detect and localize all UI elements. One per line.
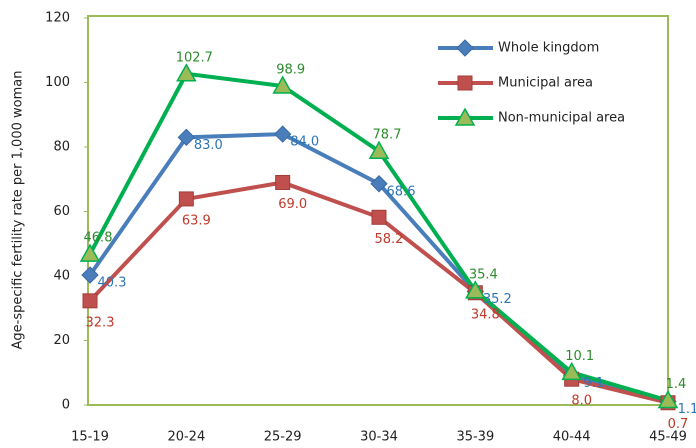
data-label: 98.9 xyxy=(276,63,305,78)
data-label: 35.4 xyxy=(469,267,498,282)
data-label: 83.0 xyxy=(194,138,223,153)
data-label: 78.7 xyxy=(373,128,402,143)
y-tick-label: 40 xyxy=(53,269,70,284)
marker xyxy=(83,294,97,308)
y-tick-label: 100 xyxy=(45,75,70,90)
data-label: 35.2 xyxy=(483,292,512,307)
data-label: 10.1 xyxy=(565,349,594,364)
data-label: 0.7 xyxy=(668,417,689,432)
legend-label: Whole kingdom xyxy=(498,41,599,56)
chart: Age-specific fertility rate per 1,000 wo… xyxy=(0,0,696,448)
y-tick-label: 0 xyxy=(62,398,70,413)
data-label: 84.0 xyxy=(290,135,319,150)
data-label: 46.8 xyxy=(84,231,113,246)
data-label: 8.0 xyxy=(571,394,592,409)
marker xyxy=(81,245,99,261)
data-label: 40.3 xyxy=(98,276,127,291)
x-tick-label: 40-44 xyxy=(553,430,591,445)
data-label: 1.1 xyxy=(678,402,696,417)
marker xyxy=(179,192,193,206)
x-tick-label: 20-24 xyxy=(167,430,205,445)
legend-label: Municipal area xyxy=(498,76,593,91)
marker xyxy=(372,210,386,224)
data-label: 1.4 xyxy=(666,377,687,392)
y-tick-label: 80 xyxy=(53,140,70,155)
marker xyxy=(457,40,473,56)
data-label: 68.6 xyxy=(387,184,416,199)
marker xyxy=(276,175,290,189)
y-axis-title: Age-specific fertility rate per 1,000 wo… xyxy=(11,71,26,350)
data-label: 102.7 xyxy=(176,50,213,65)
x-tick-label: 15-19 xyxy=(71,430,109,445)
data-label: 34.8 xyxy=(471,307,500,322)
page: Age-specific fertility rate per 1,000 wo… xyxy=(0,0,696,448)
x-tick-label: 35-39 xyxy=(456,430,494,445)
x-tick-label: 25-29 xyxy=(264,430,302,445)
data-label: 58.2 xyxy=(375,232,404,247)
y-tick-label: 20 xyxy=(53,333,70,348)
legend-label: Non-municipal area xyxy=(498,111,625,126)
marker xyxy=(458,76,472,90)
data-label: 69.0 xyxy=(278,197,307,212)
x-tick-label: 30-34 xyxy=(360,430,398,445)
marker xyxy=(275,126,291,142)
data-label: 63.9 xyxy=(182,213,211,228)
y-tick-label: 120 xyxy=(45,11,70,26)
y-tick-label: 60 xyxy=(53,204,70,219)
data-label: 32.3 xyxy=(86,315,115,330)
data-label: 9.1 xyxy=(583,376,604,391)
